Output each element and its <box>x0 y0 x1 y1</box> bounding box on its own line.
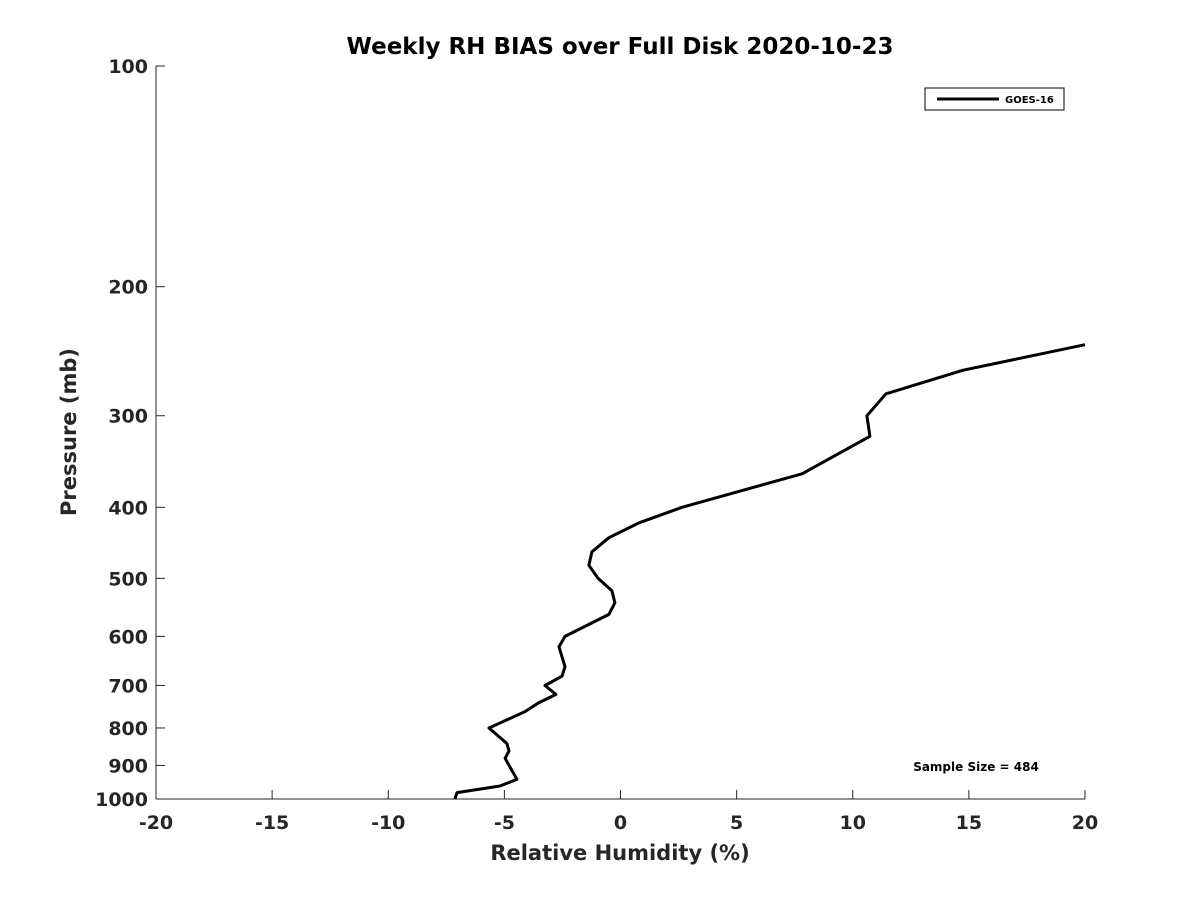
y-tick-label: 1000 <box>95 789 148 811</box>
x-tick-label: -15 <box>255 812 289 834</box>
y-tick-label: 300 <box>108 406 148 428</box>
series-group <box>453 343 1086 800</box>
y-tick-label: 800 <box>108 718 148 740</box>
legend: GOES-16 <box>924 87 1065 111</box>
x-tick-label: 0 <box>614 812 627 834</box>
series-line-goes-16 <box>453 343 1086 800</box>
chart-title: Weekly RH BIAS over Full Disk 2020-10-23 <box>347 34 894 60</box>
y-axis-label: Pressure (mb) <box>57 348 81 516</box>
y-tick-label: 500 <box>108 568 148 590</box>
x-tick-label: 15 <box>956 812 982 834</box>
x-tick-label: -10 <box>371 812 405 834</box>
y-tick-label: 900 <box>108 755 148 777</box>
x-tick-label: 5 <box>730 812 743 834</box>
y-tick-label: 200 <box>108 277 148 299</box>
x-tick-label: 20 <box>1072 812 1098 834</box>
axes: -20 -15 -10 -5 0 5 10 15 20 100 200 300 400 500 600 700… <box>95 56 1098 834</box>
x-tick-label: -20 <box>139 812 173 834</box>
x-axis-label: Relative Humidity (%) <box>490 841 749 865</box>
x-tick-label: -5 <box>494 812 515 834</box>
legend-label-goes-16: GOES-16 <box>1005 95 1054 106</box>
sample-size-annotation: Sample Size = 484 <box>913 760 1039 774</box>
y-tick-label: 400 <box>108 497 148 519</box>
y-tick-label: 600 <box>108 626 148 648</box>
y-tick-label: 100 <box>108 56 148 78</box>
x-tick-label: 10 <box>840 812 866 834</box>
y-tick-label: 700 <box>108 675 148 697</box>
